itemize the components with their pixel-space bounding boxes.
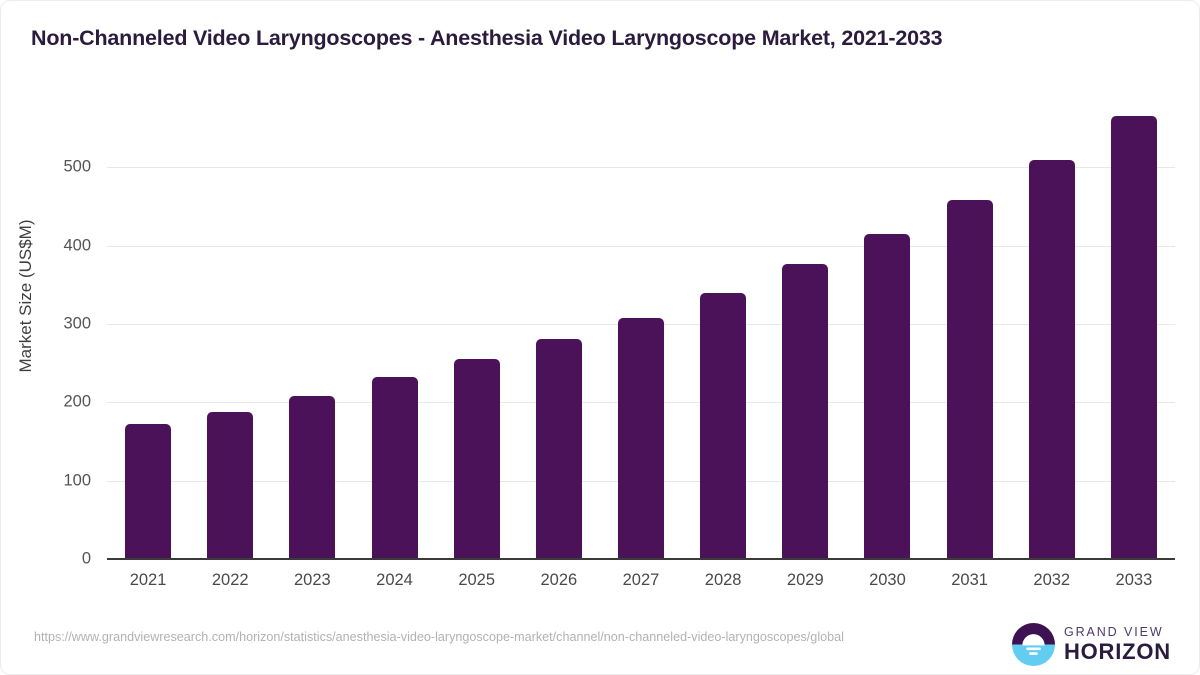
bar-column[interactable] [600,97,682,559]
logo-wordmark: GRAND VIEW HORIZON [1064,626,1171,664]
x-axis-tick-labels: 2021 2022 2023 2024 2025 2026 2027 2028 2029 2030… [107,571,1175,597]
logo-line-grand-view: GRAND VIEW [1063,624,1164,639]
y-tick-label: 0 [81,549,91,568]
horizon-logo-icon [1011,623,1055,666]
plot-area [107,97,1175,559]
bar-column[interactable] [764,97,846,559]
brand-logo[interactable]: GRAND VIEW HORIZON [1011,623,1171,666]
bar-column[interactable] [107,97,189,559]
y-tick-label: 400 [63,236,91,255]
bar[interactable] [207,411,254,559]
source-url[interactable]: https://www.grandviewresearch.com/horizo… [34,630,844,644]
bar-column[interactable] [518,97,600,559]
bar[interactable] [453,358,500,559]
x-axis-line [107,558,1175,560]
bar-column[interactable] [929,97,1011,559]
bar[interactable] [700,292,747,559]
y-axis-tick-labels: 0 100 200 300 400 500 [17,97,91,568]
bar[interactable] [125,423,172,559]
bar[interactable] [864,234,911,559]
page-title: Non-Channeled Video Laryngoscopes - Anes… [31,26,943,50]
y-tick-label: 200 [63,392,91,411]
x-tick-label: 2030 [869,571,906,589]
bar[interactable] [535,338,582,559]
x-tick-label: 2027 [622,571,660,589]
bar[interactable] [1028,159,1075,559]
logo-line-horizon: HORIZON [1063,639,1171,665]
x-tick-label: 2025 [458,571,496,589]
x-tick-label: 2026 [540,571,578,589]
x-tick-label: 2024 [376,571,413,589]
bar-column[interactable] [353,97,435,559]
x-tick-label: 2029 [786,571,824,589]
x-tick-label: 2032 [1033,571,1071,589]
x-tick-label: 2021 [129,571,167,589]
x-tick-label: 2022 [211,571,249,589]
bar[interactable] [782,263,829,559]
x-tick-label: 2023 [294,571,331,589]
bar[interactable] [289,396,336,559]
y-tick-label: 300 [63,314,91,333]
bar-column[interactable] [846,97,928,559]
y-tick-label: 500 [63,157,91,176]
bar-column[interactable] [1011,97,1093,559]
bar-column[interactable] [682,97,764,559]
x-tick-label: 2028 [704,571,742,589]
bar-column[interactable] [1093,97,1175,559]
bar[interactable] [1110,115,1157,559]
x-tick-label: 2031 [951,571,988,589]
gridline [107,245,1175,247]
bar-column[interactable] [189,97,271,559]
bar-column[interactable] [271,97,353,559]
y-tick-label: 100 [63,471,91,490]
bar[interactable] [371,377,418,559]
bar-column[interactable] [436,97,518,559]
gridline [107,167,1175,169]
bar[interactable] [946,199,993,559]
x-tick-label: 2033 [1115,571,1153,589]
bar[interactable] [617,317,664,559]
